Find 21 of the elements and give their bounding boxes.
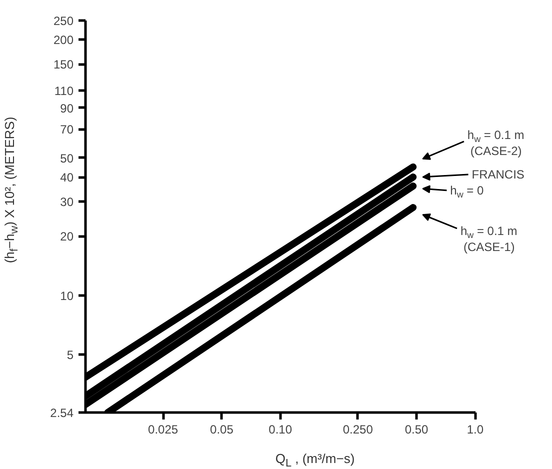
y-tick-label: 50 xyxy=(60,151,74,166)
x-tick-label: 0.10 xyxy=(268,422,292,436)
y-tick-label: 250 xyxy=(53,14,74,28)
y-tick-label: 150 xyxy=(53,58,74,72)
y-tick-label: 200 xyxy=(53,33,74,48)
y-tick-label: 110 xyxy=(54,84,74,98)
legend-label: FRANCIS xyxy=(472,168,524,182)
y-tick-label: 2.54 xyxy=(50,406,74,420)
x-tick-label: 1.0 xyxy=(466,422,484,436)
y-tick-label: 5 xyxy=(66,348,74,362)
x-tick-label: 0.250 xyxy=(342,422,374,436)
y-tick-label: 90 xyxy=(60,101,74,116)
y-tick-label: 10 xyxy=(60,288,74,303)
y-tick-label: 30 xyxy=(60,195,74,210)
y-tick-label: 70 xyxy=(60,122,74,137)
y-tick-label: 20 xyxy=(60,230,74,244)
y-tick-label: 40 xyxy=(60,170,74,185)
x-tick-label: 0.025 xyxy=(148,422,178,436)
x-axis-title: Q$_{L}$ , (m³/m−s) xyxy=(275,450,355,469)
x-tick-label: 0.50 xyxy=(404,422,429,436)
x-tick-label: 0.05 xyxy=(210,422,234,436)
